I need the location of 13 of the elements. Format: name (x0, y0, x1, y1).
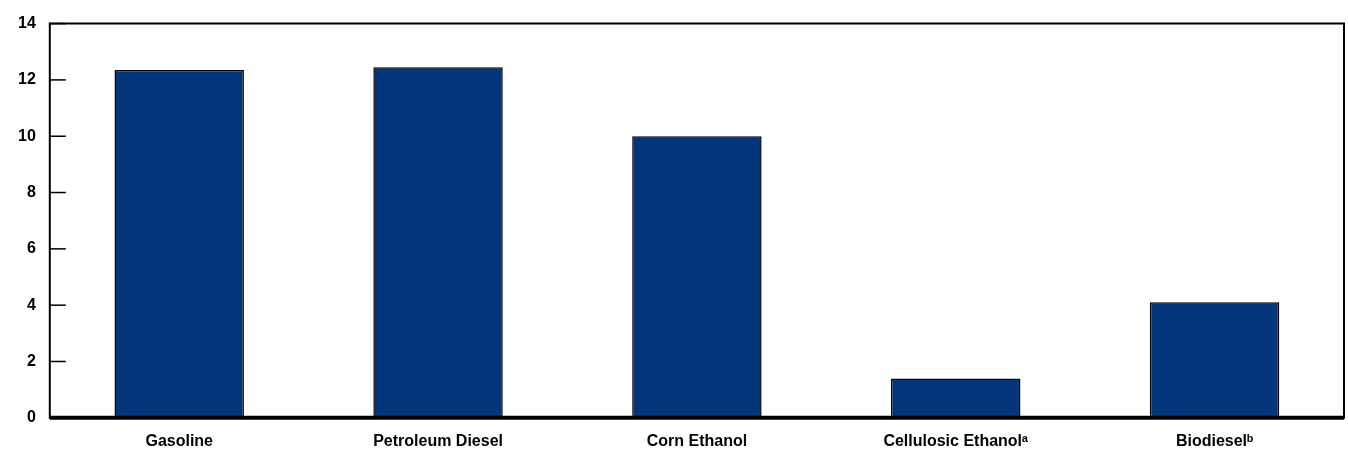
y-tick-label: 6 (26, 239, 36, 257)
y-tick-label: 0 (26, 408, 36, 426)
y-tick-label: 4 (26, 295, 36, 313)
x-tick-label: Petroleum Diesel (373, 431, 503, 449)
y-tick-label: 2 (26, 351, 36, 369)
y-tick-label: 10 (18, 126, 36, 144)
x-tick-label: Corn Ethanol (646, 431, 748, 449)
x-tick-label: Biodieselᵇ (1175, 431, 1254, 449)
x-tick-label: Gasoline (145, 431, 214, 449)
x-tick-label: Cellulosic Ethanolᵃ (883, 431, 1029, 449)
y-tick-label: 8 (26, 182, 36, 200)
y-tick-label: 12 (18, 70, 36, 88)
y-tick-label: 14 (18, 14, 36, 32)
